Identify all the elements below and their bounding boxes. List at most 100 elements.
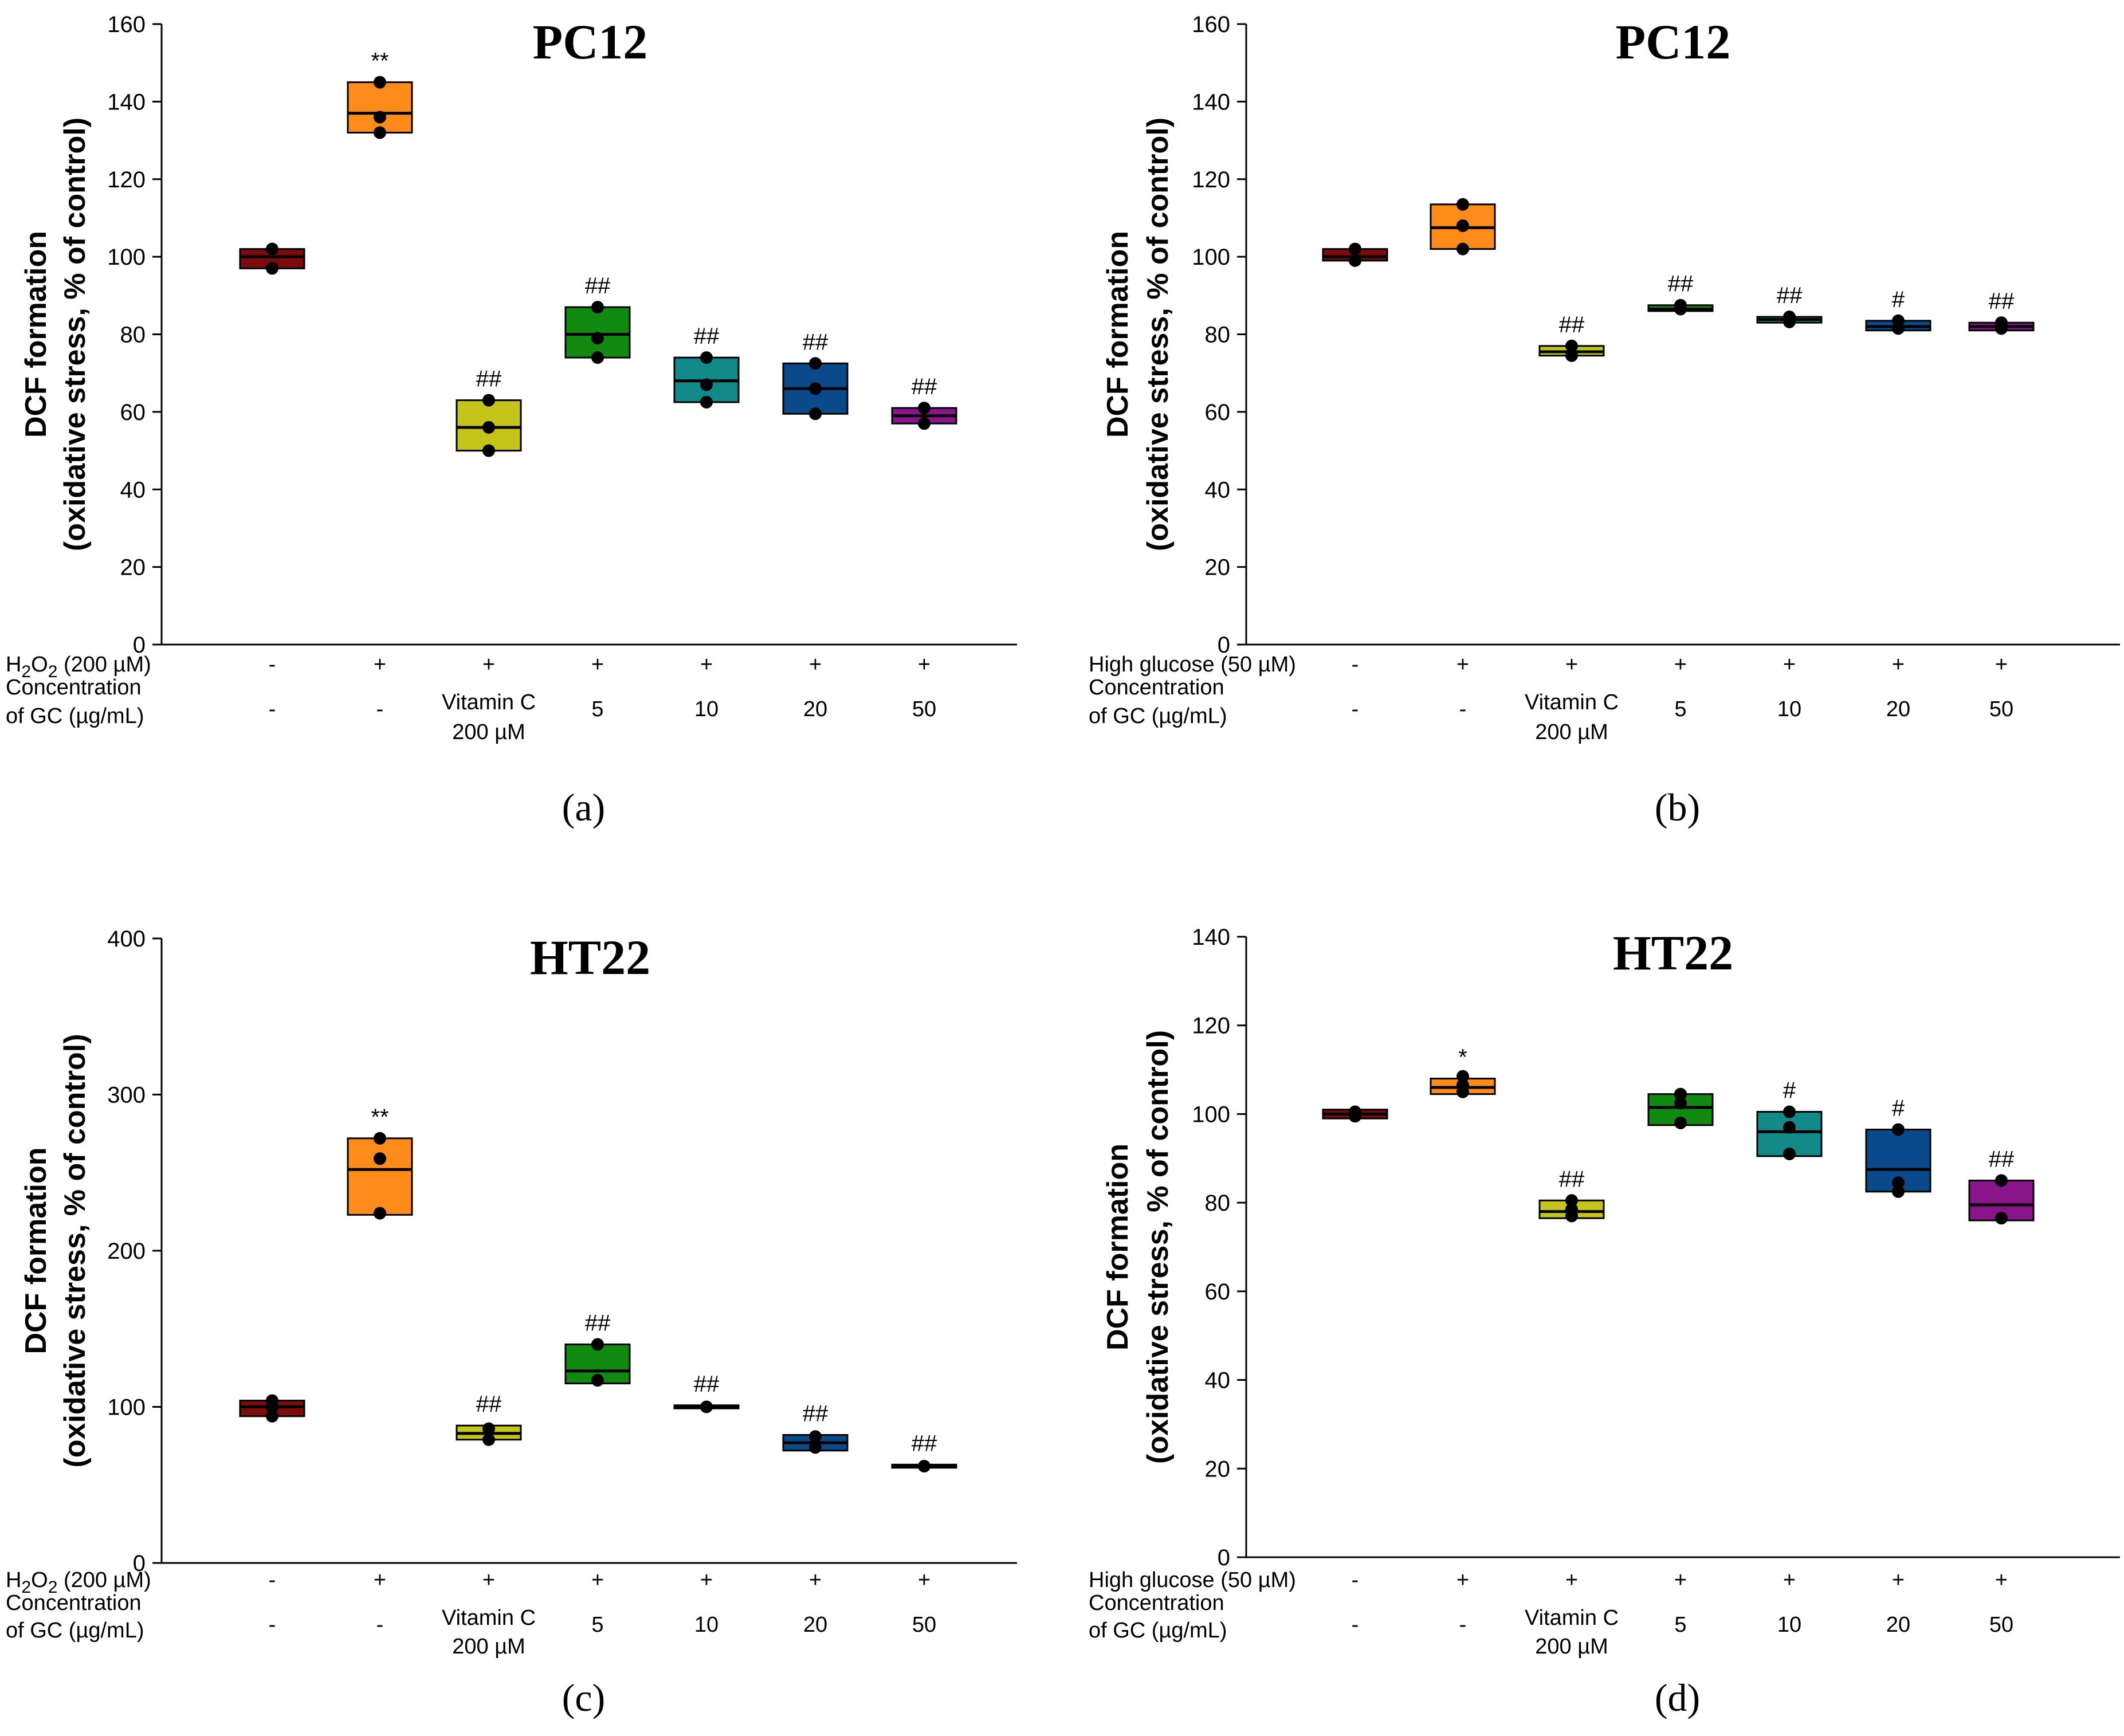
data-point: [809, 1441, 822, 1454]
significance-label: ##: [476, 1392, 502, 1417]
y-axis-label-line2: (oxidative stress, % of control): [1141, 117, 1175, 551]
data-point: [1674, 1087, 1687, 1101]
box-group-2: [347, 81, 413, 134]
significance-label: ##: [694, 1372, 720, 1397]
text-part: (200 µM): [57, 653, 151, 677]
data-point: [809, 1430, 822, 1443]
data-point: [591, 301, 604, 314]
row1-value: +: [700, 653, 713, 677]
panel-letter: (c): [562, 1676, 605, 1719]
row1-value: +: [1995, 653, 2008, 677]
row1-value: +: [482, 653, 495, 677]
y-tick-label: 40: [1205, 477, 1231, 502]
data-point: [374, 1207, 386, 1220]
data-point: [1674, 1116, 1687, 1129]
row1-value: +: [591, 653, 604, 677]
y-tick-label: 80: [1205, 323, 1231, 348]
data-point: [1456, 1079, 1469, 1092]
data-point: [1565, 339, 1578, 352]
data-point: [809, 407, 822, 421]
row2-value: 10: [694, 1613, 719, 1637]
row1-value: +: [1995, 1568, 2008, 1592]
data-point: [1892, 314, 1905, 327]
y-axis-label-line1: DCF formation: [1101, 1144, 1134, 1350]
row1-label: High glucose (50 µM): [1089, 653, 1296, 677]
row2-value: 5: [591, 1613, 603, 1637]
significance-label: #: [1783, 1078, 1796, 1103]
panel-letter: (d): [1655, 1676, 1700, 1719]
row2-value: -: [1352, 697, 1359, 721]
data-point: [1456, 219, 1469, 232]
y-tick-label: 160: [1192, 12, 1230, 37]
text-part: O: [31, 1568, 48, 1592]
data-point: [1349, 254, 1361, 267]
row2-subvalue: 200 µM: [452, 1635, 525, 1659]
row1-label: High glucose (50 µM): [1089, 1568, 1296, 1592]
data-point: [1892, 1185, 1905, 1198]
significance-label: **: [371, 1105, 388, 1130]
subscript: 2: [48, 1578, 58, 1597]
y-tick-label: 100: [107, 245, 146, 270]
row2-value: 20: [803, 1613, 827, 1637]
data-point: [1456, 1070, 1469, 1083]
subscript: 2: [48, 662, 58, 681]
significance-label: ##: [1989, 289, 2015, 314]
y-tick-label: 200: [107, 1239, 146, 1264]
text-part: H: [6, 1568, 21, 1592]
significance-label: ##: [912, 1431, 937, 1456]
data-point: [1995, 316, 2008, 329]
data-point: [1674, 299, 1687, 312]
row1-value: -: [1352, 1568, 1359, 1592]
chart-title: HT22: [530, 930, 650, 985]
chart-title: PC12: [533, 14, 648, 69]
data-point: [374, 76, 386, 89]
row2-label-line1: Concentration: [6, 675, 142, 700]
y-tick-label: 20: [120, 555, 146, 580]
data-point: [482, 421, 495, 434]
data-point: [591, 351, 604, 364]
significance-label: ##: [694, 324, 720, 349]
row1-value: +: [1783, 1568, 1796, 1592]
row2-value: 20: [1886, 697, 1910, 721]
row2-value: 5: [1674, 697, 1686, 721]
data-point: [1995, 1174, 2008, 1187]
y-tick-label: 300: [107, 1083, 146, 1108]
data-point: [1674, 1097, 1687, 1110]
panel-letter: (b): [1655, 785, 1700, 829]
y-tick-label: 60: [1205, 400, 1231, 425]
text-part: H: [6, 653, 21, 677]
data-point: [700, 1400, 713, 1413]
data-point: [1456, 242, 1469, 256]
row2-value: -: [269, 697, 276, 721]
data-point: [918, 1460, 931, 1473]
data-point: [266, 1409, 278, 1423]
row2-value: 10: [694, 697, 719, 721]
y-axis-label-line1: DCF formation: [19, 1147, 53, 1354]
row2-value: -: [1352, 1613, 1359, 1637]
row2-value: 20: [1886, 1613, 1910, 1637]
row1-value: +: [918, 653, 931, 677]
row2-value: 50: [1989, 697, 2013, 721]
data-point: [1565, 1194, 1578, 1207]
row2-value: -: [1459, 697, 1467, 721]
row2-value: Vitamin C: [1525, 690, 1619, 714]
row2-label-line1: Concentration: [6, 1591, 142, 1615]
row2-value: 50: [912, 1613, 936, 1637]
data-point: [591, 1374, 604, 1387]
row1-value: +: [1674, 1568, 1687, 1592]
row1-value: +: [809, 653, 822, 677]
row2-label-line2: of GC (µg/mL): [6, 1619, 144, 1643]
row2-value: Vitamin C: [442, 690, 536, 714]
significance-label: ##: [803, 1401, 829, 1427]
significance-label: #: [1892, 1096, 1905, 1121]
significance-label: **: [371, 49, 388, 74]
y-tick-label: 140: [1192, 89, 1230, 115]
row2-value: 50: [1989, 1613, 2013, 1637]
row2-subvalue: 200 µM: [1535, 720, 1608, 744]
y-tick-label: 20: [1205, 1456, 1231, 1482]
y-tick-label: 100: [1192, 1102, 1230, 1127]
y-axis-label-line2: (oxidative stress, % of control): [58, 1034, 92, 1467]
y-tick-label: 80: [1205, 1191, 1231, 1216]
y-tick-label: 120: [1192, 1014, 1230, 1039]
row1-value: +: [918, 1568, 931, 1592]
